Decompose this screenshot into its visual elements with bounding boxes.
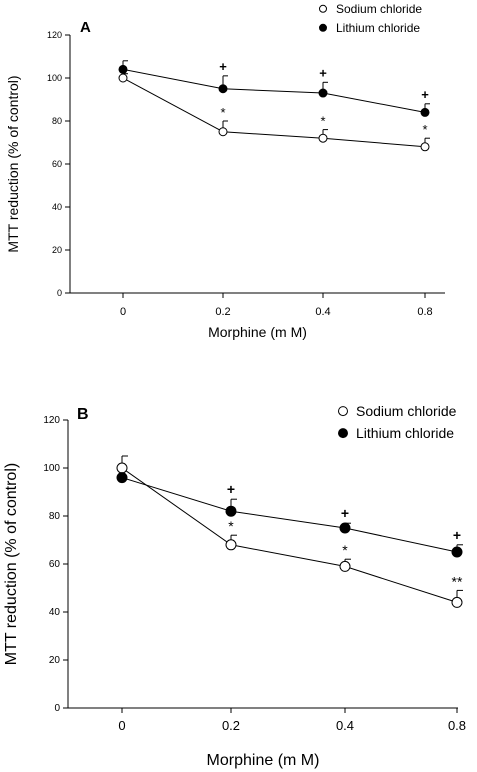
significance-marker: + [341, 505, 349, 521]
data-point [118, 64, 128, 74]
data-point [420, 142, 430, 152]
series-lithium-chloride: + + + [116, 472, 463, 558]
x-tick-label: 0.2 [215, 306, 230, 318]
y-tick-label: 60 [52, 159, 62, 169]
x-tick-label: 0.2 [222, 718, 240, 733]
y-tick-label: 0 [57, 288, 62, 298]
data-point [420, 107, 430, 117]
legend-marker [338, 428, 348, 439]
y-tick-label: 40 [52, 202, 62, 212]
y-axis-title: MTT reduction (% of control) [3, 463, 20, 665]
series-line [121, 477, 458, 553]
y-tick-label: 80 [49, 511, 61, 522]
data-point [318, 88, 328, 98]
data-point [451, 596, 463, 608]
data-point [339, 560, 351, 572]
x-tick-label: 0 [118, 718, 125, 733]
y-tick-label: 40 [49, 607, 61, 618]
significance-marker: * [342, 542, 348, 558]
data-point [225, 505, 237, 517]
data-point [339, 522, 351, 534]
legend-label: Sodium chloride [356, 403, 457, 419]
data-point [116, 472, 128, 484]
legend-marker [319, 23, 327, 32]
y-tick-label: 120 [43, 415, 60, 426]
y-tick-label: 100 [47, 73, 62, 83]
y-tick-label: 80 [52, 116, 62, 126]
x-tick-label: 0.4 [315, 306, 330, 318]
data-point [118, 73, 128, 83]
data-point [451, 546, 463, 558]
x-tick-label: 0.8 [448, 718, 466, 733]
legend-label: Lithium chloride [336, 21, 420, 35]
y-axis-title: MTT reduction (% of control) [5, 75, 21, 252]
series-line [121, 467, 458, 603]
significance-marker: + [421, 87, 429, 102]
y-tick-label: 100 [43, 463, 60, 474]
significance-marker: * [422, 122, 427, 137]
x-axis-title: Morphine (m M) [207, 752, 320, 769]
significance-marker: + [453, 527, 461, 543]
data-point [318, 133, 328, 143]
panel-label: A [80, 19, 91, 36]
significance-marker: + [227, 481, 235, 497]
data-point [218, 127, 228, 137]
panel-label: B [77, 406, 89, 423]
y-tick-label: 20 [52, 245, 62, 255]
legend-marker [319, 4, 327, 13]
data-point [225, 539, 237, 551]
legend-label: Sodium chloride [336, 2, 422, 16]
x-tick-label: 0 [120, 306, 126, 318]
significance-marker: + [319, 65, 327, 80]
chart-panel-b: 0 20 40 60 80 100 120 0 0.2 0.4 0.8 Morphine (m M) M… [3, 403, 466, 769]
series-line [122, 77, 426, 148]
significance-marker: + [219, 59, 227, 74]
significance-marker: ** [452, 573, 463, 589]
series-line [122, 68, 426, 113]
chart-panel-a: 0 20 40 60 80 100 120 0 0.2 0.4 0.8 Morphine (m M) M… [5, 2, 445, 340]
series-sodium-chloride: * * * [118, 73, 430, 152]
y-tick-label: 20 [49, 655, 61, 666]
y-tick-label: 120 [47, 30, 62, 40]
data-point [116, 462, 128, 474]
y-tick-label: 60 [49, 559, 61, 570]
x-tick-label: 0.4 [336, 718, 354, 733]
legend-label: Lithium chloride [356, 425, 454, 441]
x-axis-title: Morphine (m M) [208, 324, 307, 340]
data-point [218, 84, 228, 94]
significance-marker: * [220, 105, 225, 120]
significance-marker: * [228, 518, 234, 534]
y-tick-label: 0 [54, 703, 60, 714]
x-tick-label: 0.8 [417, 306, 432, 318]
series-lithium-chloride: + + + [118, 59, 430, 117]
series-sodium-chloride: **** [116, 455, 463, 608]
legend-marker [338, 406, 348, 417]
significance-marker: * [320, 114, 325, 129]
